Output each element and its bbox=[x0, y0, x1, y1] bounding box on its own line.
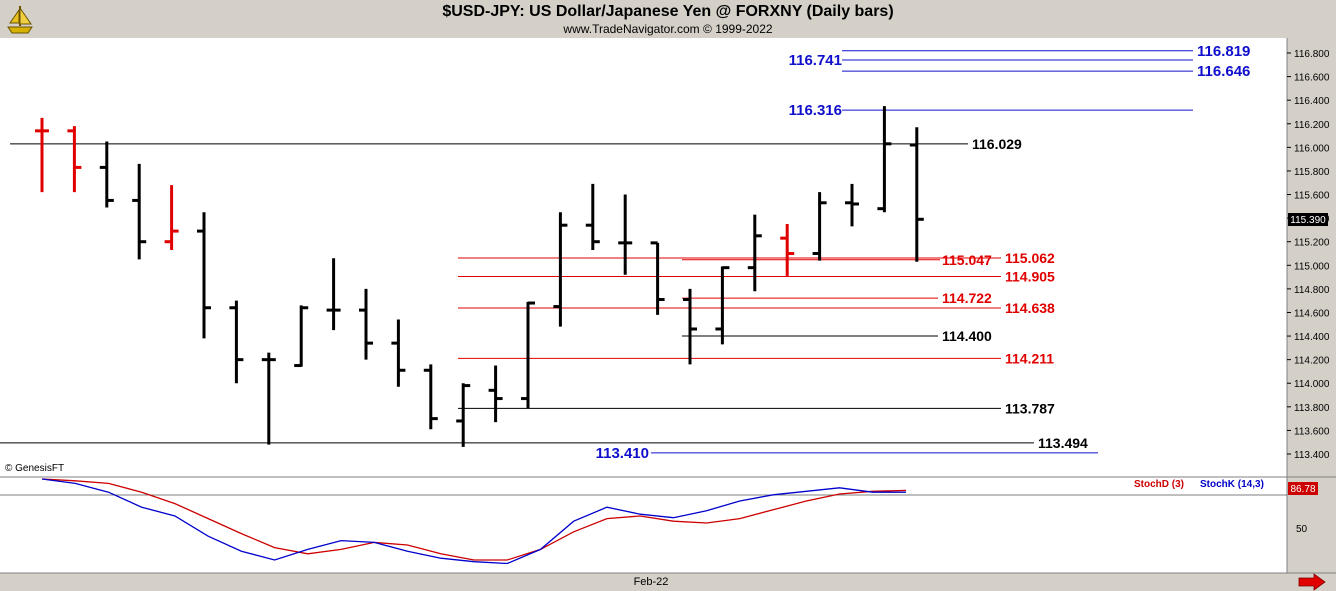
level-label-114.638: 114.638 bbox=[1005, 300, 1055, 316]
ohlc-bar bbox=[909, 127, 924, 262]
stoch-series-d bbox=[41, 478, 907, 561]
price-axis-tick-label: 116.000 bbox=[1294, 143, 1330, 154]
level-label-115.062: 115.062 bbox=[1005, 250, 1055, 266]
level-label-113.494: 113.494 bbox=[1038, 435, 1088, 451]
ohlc-bar bbox=[585, 183, 600, 250]
price-axis-tick-label: 115.600 bbox=[1294, 191, 1330, 202]
current-price-badge bbox=[1288, 213, 1328, 226]
ohlc-bar bbox=[132, 163, 147, 260]
ohlc-bar bbox=[747, 214, 762, 292]
price-axis-tick-label: 113.400 bbox=[1294, 450, 1330, 461]
price-axis-tick-label: 115.200 bbox=[1294, 238, 1330, 249]
ohlc-bar bbox=[488, 365, 503, 423]
price-axis-tick-label: 115.000 bbox=[1294, 261, 1330, 272]
level-label-113.787: 113.787 bbox=[1005, 400, 1055, 416]
stoch-series-k bbox=[41, 478, 906, 565]
ohlc-bar bbox=[294, 305, 309, 368]
ohlc-bar bbox=[877, 106, 892, 213]
date-axis-panel bbox=[0, 573, 1336, 591]
trading-ship-logo-icon bbox=[7, 6, 33, 34]
genesis-label: © GenesisFT bbox=[5, 463, 64, 474]
price-axis-tick-label: 113.600 bbox=[1294, 426, 1330, 437]
ohlc-bar bbox=[164, 185, 179, 250]
ohlc-bar bbox=[423, 364, 438, 430]
ohlc-bar bbox=[261, 352, 276, 445]
ohlc-bar bbox=[197, 212, 211, 339]
stoch-plot-area bbox=[0, 477, 1287, 573]
level-label-114.400: 114.400 bbox=[942, 328, 992, 344]
ohlc-bar bbox=[326, 258, 341, 331]
ohlc-bar bbox=[715, 266, 730, 345]
price-axis-tick-label: 114.000 bbox=[1294, 379, 1330, 390]
ohlc-bar bbox=[618, 194, 633, 275]
price-axis-tick-label: 114.600 bbox=[1294, 308, 1330, 319]
stoch-d-legend: StochD (3) bbox=[1134, 479, 1184, 490]
ohlc-bar bbox=[456, 383, 471, 447]
level-label-114.211: 114.211 bbox=[1005, 350, 1054, 366]
ohlc-bar bbox=[553, 212, 568, 327]
stoch-value: 86.78 bbox=[1290, 484, 1315, 495]
ohlc-bar bbox=[35, 117, 49, 193]
level-label-116.316: 116.316 bbox=[789, 102, 842, 119]
price-axis-tick-label: 116.200 bbox=[1294, 120, 1330, 131]
level-label-114.905: 114.905 bbox=[1005, 268, 1055, 284]
price-axis-tick-label: 115.800 bbox=[1294, 167, 1330, 178]
chart-header: $USD-JPY: US Dollar/Japanese Yen @ FORXN… bbox=[0, 0, 1336, 38]
level-label-115.047: 115.047 bbox=[942, 252, 992, 268]
price-axis-tick-label: 116.800 bbox=[1294, 49, 1330, 60]
ohlc-bar bbox=[67, 126, 82, 193]
x-axis-label: Feb-22 bbox=[634, 576, 669, 588]
ohlc-bar bbox=[812, 192, 827, 261]
ohlc-bar bbox=[391, 319, 406, 387]
price-axis-tick-label: 116.400 bbox=[1294, 96, 1330, 107]
price-axis-panel bbox=[1287, 38, 1336, 477]
stoch-k-legend: StochK (14,3) bbox=[1200, 479, 1264, 490]
price-axis-tick-label: 113.800 bbox=[1294, 403, 1330, 414]
stoch-value-badge bbox=[1288, 482, 1318, 495]
price-axis-tick-label: 114.400 bbox=[1294, 332, 1330, 343]
price-axis-tick-label: 114.200 bbox=[1294, 356, 1330, 367]
level-label-116.819: 116.819 bbox=[1197, 43, 1250, 60]
price-axis-tick-label: 116.600 bbox=[1294, 73, 1330, 84]
stoch-tick-50: 50 bbox=[1296, 524, 1308, 535]
ohlc-bar bbox=[99, 141, 114, 208]
ohlc-bar bbox=[780, 224, 795, 276]
ohlc-bar bbox=[845, 183, 859, 227]
ohlc-bar bbox=[683, 288, 697, 365]
price-axis-tick-label: 114.800 bbox=[1294, 285, 1330, 296]
ohlc-bar bbox=[359, 288, 373, 360]
ohlc-bar bbox=[521, 301, 535, 409]
ohlc-bar bbox=[229, 300, 244, 384]
level-label-114.722: 114.722 bbox=[942, 290, 992, 306]
chart-title: $USD-JPY: US Dollar/Japanese Yen @ FORXN… bbox=[442, 3, 894, 20]
level-label-113.410: 113.410 bbox=[596, 445, 649, 462]
ohlc-bar bbox=[650, 241, 665, 315]
scroll-right-arrow-icon[interactable] bbox=[1298, 573, 1326, 591]
level-label-116.741: 116.741 bbox=[789, 52, 842, 69]
level-label-116.029: 116.029 bbox=[972, 136, 1022, 152]
current-price-value: 115.390 bbox=[1290, 215, 1326, 226]
chart-subtitle: www.TradeNavigator.com © 1999-2022 bbox=[563, 22, 773, 36]
level-label-116.646: 116.646 bbox=[1197, 63, 1250, 80]
